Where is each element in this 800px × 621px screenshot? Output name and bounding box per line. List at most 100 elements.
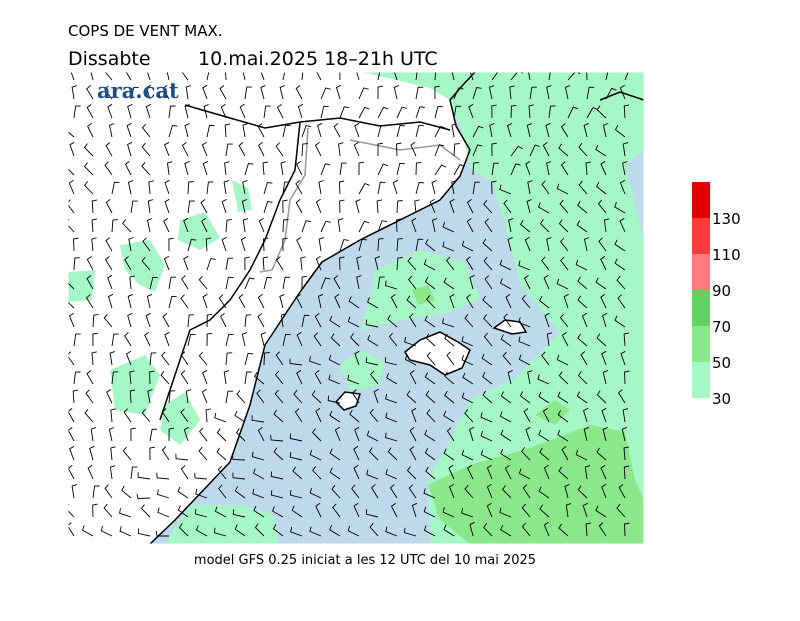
wind-30-50 [165,505,278,544]
wind-barb [234,524,246,537]
wind-barb [602,426,608,442]
wind-barb [396,238,403,252]
wind-barb [339,256,345,271]
wind-barb [225,390,233,404]
wind-barb [468,103,474,119]
wind-barb [338,142,344,157]
wind-barb [622,142,629,157]
colorbar-label: 90 [712,282,731,300]
wind-barb [313,332,322,347]
wind-barb [92,485,100,499]
wind-barb [142,237,151,252]
wind-barb [368,447,379,461]
wind-barb [183,426,190,442]
wind-barb [541,180,550,195]
wind-barb [167,161,173,176]
wind-barb [320,220,331,233]
wind-barb [560,123,569,138]
wind-barb [385,469,398,480]
wind-barb [434,105,443,119]
wind-barb [90,427,97,442]
wind-barb [238,294,246,309]
wind-barb [618,389,626,404]
wind-barb [616,503,626,518]
wind-barb [177,486,189,499]
wind-barb [315,407,322,423]
island [334,391,361,411]
wind-barb [206,181,214,195]
wind-barb [280,313,287,328]
wind-barb [141,161,151,176]
wind-barb [411,217,417,233]
wind-barb [168,276,176,290]
wind-barb [358,106,370,119]
wind-barb [127,141,133,157]
wind-barb [525,160,531,176]
wind-barb [377,181,386,195]
wind-barb [424,429,436,442]
wind-barb [434,72,437,81]
wind-barb [415,238,424,252]
wind-barb [538,429,550,442]
wind-barb [141,142,151,157]
wind-barb [244,352,254,366]
wind-barb [356,275,362,290]
wind-barb [263,182,273,195]
wind-barb [546,332,553,347]
wind-barb [377,106,389,119]
wind-barb [539,504,550,518]
wind-barb [396,257,403,271]
wind-barb [558,371,569,385]
wind-barb [194,508,208,518]
wind-barb [600,255,607,271]
wind-barb [370,370,379,385]
wind-barb [130,86,139,100]
wind-30-50 [178,212,220,250]
wind-barb [108,123,115,138]
wind-barb [292,466,303,480]
wind-barb [354,350,360,366]
wind-barb [187,200,195,214]
wind-barb [377,163,389,176]
wind-barb [387,447,398,461]
wind-barb [539,447,550,461]
wind-barb [365,357,379,366]
wind-barb [295,180,303,195]
wind-barb [104,161,113,176]
wind-barb [223,370,230,385]
wind-barb [407,256,417,271]
wind-barb [329,410,341,423]
wind-barb [467,464,474,480]
wind-barb [262,161,268,176]
wind-barb [178,523,189,537]
wind-barb [356,72,360,81]
wind-barb [443,524,455,537]
wind-barb [333,123,341,138]
wind-barb [141,408,151,423]
wind-barb [466,256,474,271]
wind-barb [596,333,607,347]
wind-barb [295,199,303,214]
wind-barb [164,179,170,195]
wind-barb [444,333,455,347]
wind-barb [145,312,151,328]
wind-barb [129,389,136,404]
wind-barb [491,142,497,157]
wind-barb [527,180,533,195]
wind-barb [105,256,113,271]
wind-barb [408,484,417,499]
wind-barb [109,351,116,366]
wind-barb [203,103,209,119]
wind-barb [353,445,360,461]
wind-barb [202,369,208,385]
wind-barb [500,524,512,537]
wind-barb [481,353,493,366]
wind-barb [558,219,569,233]
wind-barb [107,103,113,119]
wind-barb [224,123,231,138]
wind-barb [518,354,531,366]
wind-barb [616,275,626,290]
wind-barb [257,123,265,138]
wind-barb [486,502,493,518]
colorbar-label: 30 [712,390,731,408]
